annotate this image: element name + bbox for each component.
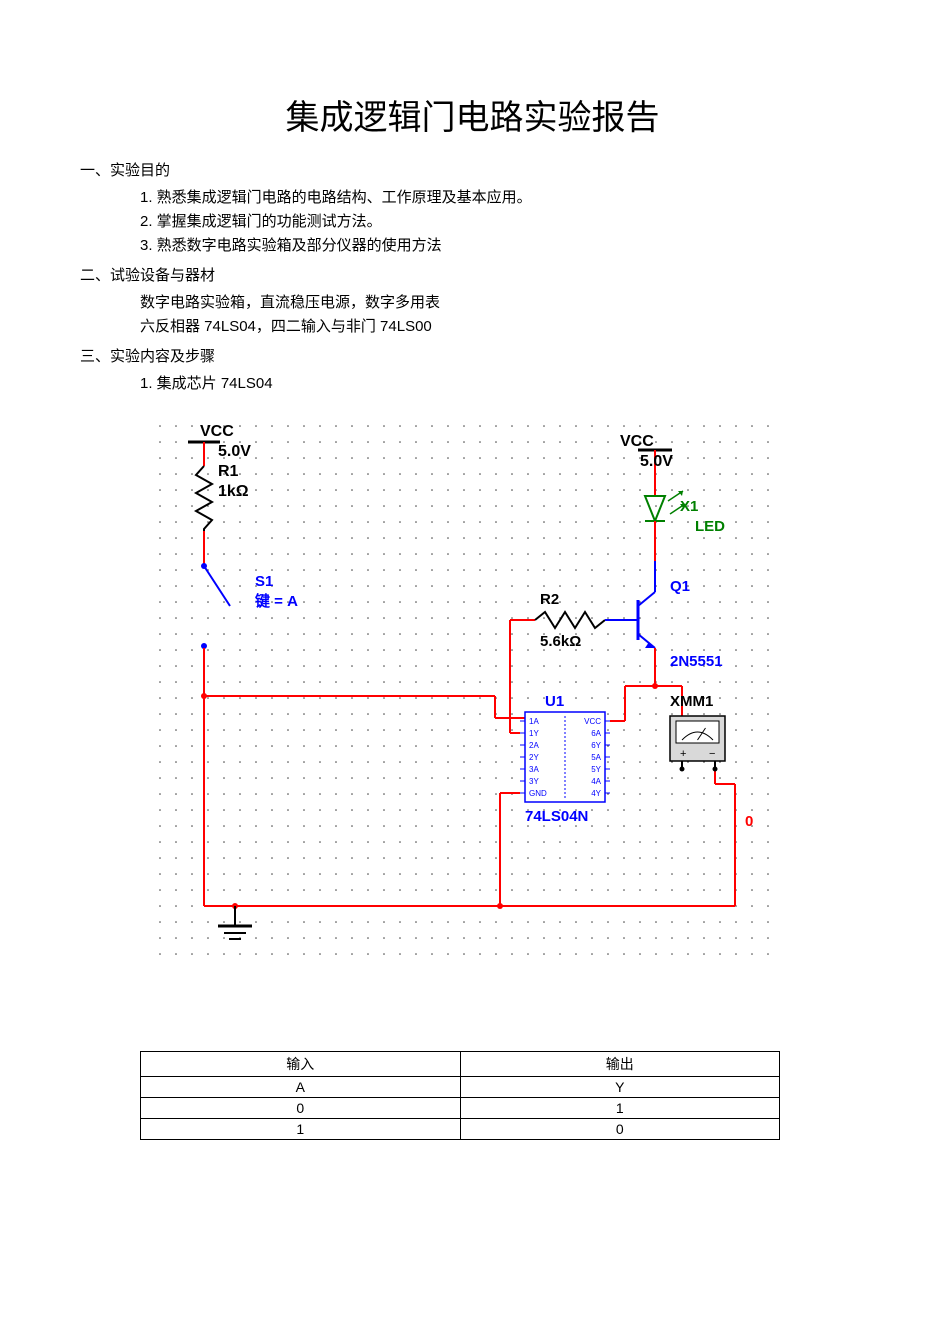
svg-text:Q1: Q1	[670, 578, 690, 595]
table-row: 0 1	[141, 1098, 780, 1119]
svg-text:5.0V: 5.0V	[218, 443, 251, 460]
svg-text:5.0V: 5.0V	[640, 453, 673, 470]
svg-text:2Y: 2Y	[529, 753, 539, 762]
s1-item-2: 2. 掌握集成逻辑门的功能测试方法。	[140, 210, 865, 234]
s1-item-1: 1. 熟悉集成逻辑门电路的电路结构、工作原理及基本应用。	[140, 186, 865, 210]
svg-text:XMM1: XMM1	[670, 693, 713, 710]
sub-a: A	[141, 1077, 461, 1098]
svg-text:U1: U1	[545, 693, 564, 710]
svg-text:1kΩ: 1kΩ	[218, 483, 249, 500]
svg-text:VCC: VCC	[200, 423, 234, 440]
svg-text:6A: 6A	[591, 729, 601, 738]
th-output: 输出	[460, 1052, 780, 1077]
svg-text:键 = A: 键 = A	[254, 592, 298, 610]
svg-text:4Y: 4Y	[591, 789, 601, 798]
svg-text:3Y: 3Y	[529, 777, 539, 786]
cell: 0	[460, 1119, 780, 1140]
section-3-heading: 三、实验内容及步骤	[80, 345, 865, 366]
cell: 1	[141, 1119, 461, 1140]
s2-item-1: 数字电路实验箱，直流稳压电源，数字多用表	[140, 291, 865, 315]
table-row: 输入 输出	[141, 1052, 780, 1077]
svg-text:5.6kΩ: 5.6kΩ	[540, 633, 581, 650]
svg-text:5A: 5A	[591, 753, 601, 762]
svg-text:5Y: 5Y	[591, 765, 601, 774]
svg-text:+: +	[680, 748, 686, 760]
truth-table: 输入 输出 A Y 0 1 1 0	[140, 1051, 780, 1140]
cell: 1	[460, 1098, 780, 1119]
svg-text:2N5551: 2N5551	[670, 653, 723, 670]
svg-text:VCC: VCC	[584, 717, 601, 726]
svg-text:1A: 1A	[529, 717, 539, 726]
svg-text:R1: R1	[218, 463, 239, 480]
svg-text:74LS04N: 74LS04N	[525, 808, 588, 825]
svg-text:GND: GND	[529, 789, 547, 798]
s3-item-1: 1. 集成芯片 74LS04	[140, 372, 865, 396]
svg-text:VCC: VCC	[620, 433, 654, 450]
s1-item-3: 3. 熟悉数字电路实验箱及部分仪器的使用方法	[140, 234, 865, 258]
table-row: 1 0	[141, 1119, 780, 1140]
section-1-heading: 一、实验目的	[80, 159, 865, 180]
th-input: 输入	[141, 1052, 461, 1077]
table-row: A Y	[141, 1077, 780, 1098]
svg-text:2A: 2A	[529, 741, 539, 750]
page-title: 集成逻辑门电路实验报告	[80, 90, 865, 139]
svg-text:0: 0	[745, 813, 753, 830]
svg-text:6Y: 6Y	[591, 741, 601, 750]
svg-text:4A: 4A	[591, 777, 601, 786]
sub-y: Y	[460, 1077, 780, 1098]
svg-text:S1: S1	[255, 573, 273, 590]
svg-text:LED: LED	[695, 518, 725, 535]
s2-item-2: 六反相器 74LS04，四二输入与非门 74LS00	[140, 315, 865, 339]
svg-text:3A: 3A	[529, 765, 539, 774]
svg-text:1Y: 1Y	[529, 729, 539, 738]
cell: 0	[141, 1098, 461, 1119]
svg-text:X1: X1	[680, 498, 698, 515]
circuit-diagram: 1A VCC 1Y 6A 2A 6Y 2Y 5A 3A 5Y 3Y 4A GND 4Y + − VCC 5.0V R…	[140, 406, 865, 1021]
svg-text:−: −	[709, 748, 715, 760]
section-2-heading: 二、试验设备与器材	[80, 264, 865, 285]
svg-text:R2: R2	[540, 591, 559, 608]
